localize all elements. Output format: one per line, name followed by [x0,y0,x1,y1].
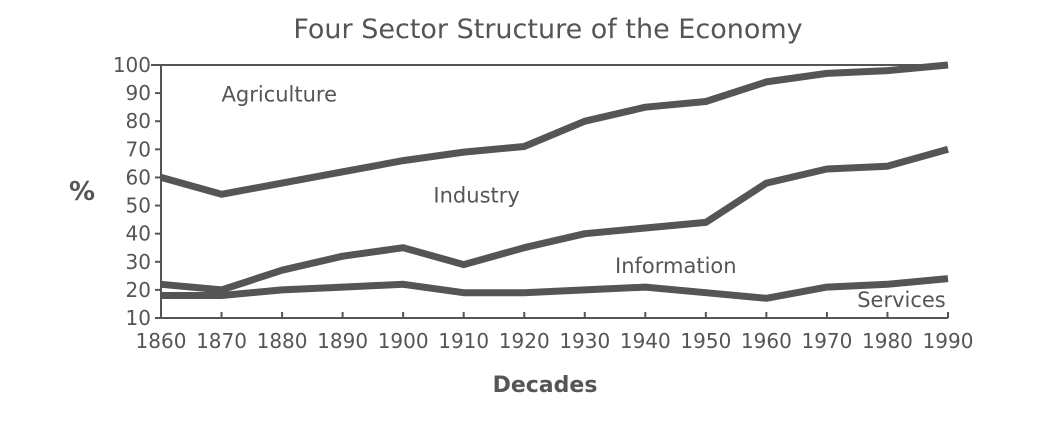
x-tick-label: 1860 [136,329,187,353]
x-axis-label: Decades [493,373,598,398]
y-axis-label: % [69,177,95,207]
y-tick-label: 20 [126,278,151,302]
x-tick-label: 1990 [923,329,974,353]
x-tick-label: 1890 [317,329,368,353]
x-tick-label: 1870 [196,329,247,353]
x-tick-label: 1980 [862,329,913,353]
x-tick-label: 1880 [257,329,308,353]
x-tick-label: 1900 [378,329,429,353]
region-label-industry: Industry [433,184,519,208]
series-line-1 [160,61,949,198]
y-tick-label: 10 [126,306,151,330]
y-tick-label: 40 [126,222,151,246]
x-tick-label: 1960 [741,329,792,353]
x-tick-label: 1910 [438,329,489,353]
x-tick-label: 1930 [559,329,610,353]
y-tick-label: 30 [126,250,151,274]
region-label-agriculture: Agriculture [222,83,337,107]
y-tick-label: 100 [113,53,151,77]
x-tick-label: 1920 [499,329,550,353]
series-line-2 [160,145,949,294]
y-tick-label: 60 [126,165,151,189]
x-tick-label: 1970 [801,329,852,353]
region-label-services: Services [857,288,946,312]
y-tick-label: 80 [126,109,151,133]
x-tick-label: 1940 [620,329,671,353]
chart-title: Four Sector Structure of the Economy [293,14,802,45]
region-label-information: Information [615,254,737,278]
y-tick-label: 70 [126,137,151,161]
x-tick-label: 1950 [680,329,731,353]
series-line-3 [161,275,949,302]
y-tick-label: 50 [126,194,151,218]
y-tick-label: 90 [126,81,151,105]
